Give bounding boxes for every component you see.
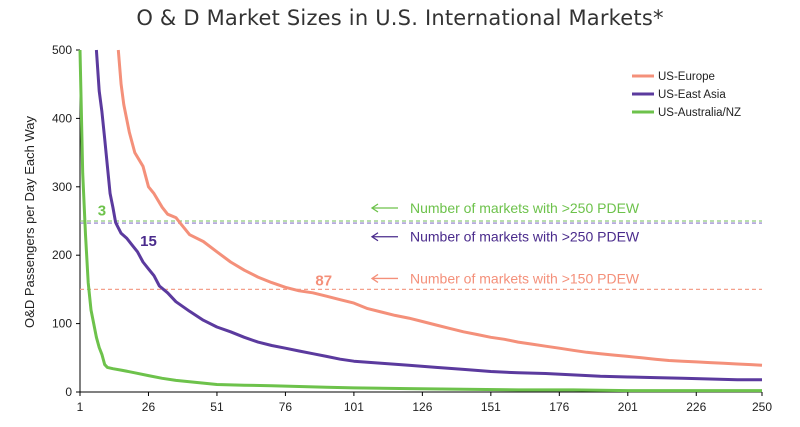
y-tick-label: 400 [52, 111, 72, 125]
y-tick-label: 500 [52, 43, 72, 57]
x-tick-label: 226 [686, 400, 706, 414]
x-tick-label: 250 [752, 400, 772, 414]
x-tick-label: 176 [549, 400, 569, 414]
annotation-text: Number of markets with >150 PDEW [410, 270, 640, 286]
x-tick-label: 51 [210, 400, 224, 414]
x-tick-label: 76 [279, 400, 293, 414]
annotation-count: 87 [315, 273, 332, 290]
annotation-text: Number of markets with >250 PDEW [410, 229, 640, 245]
annotation-arrowhead [370, 273, 379, 283]
reference-lines [80, 220, 762, 290]
annotation-count: 3 [98, 203, 106, 220]
legend: US-Europe US-East Asia US-Australia/NZ [632, 71, 741, 119]
chart-title: O & D Market Sizes in U.S. International… [136, 6, 664, 30]
x-tick-label: 26 [142, 400, 156, 414]
annotation-arrowhead [370, 203, 379, 213]
series-line-us-australia-nz [78, 49, 762, 393]
series-line-us-europe [116, 49, 763, 367]
y-tick-label: 300 [52, 180, 72, 194]
annotation-arrowhead [370, 232, 379, 242]
legend-label: US-East Asia [658, 89, 726, 101]
y-tick-label: 200 [52, 248, 72, 262]
x-tick-label: 201 [618, 400, 638, 414]
annotations: 3 Number of markets with >250 PDEW 15 Numbe… [98, 200, 640, 290]
x-tick-label: 151 [481, 400, 501, 414]
x-tick-label: 126 [412, 400, 432, 414]
annotation-count: 15 [140, 233, 157, 250]
y-axis-label: O&D Passengers per Day Each Way [22, 116, 37, 328]
y-tick-label: 100 [52, 317, 72, 331]
series-lines [78, 49, 763, 393]
legend-label: US-Europe [658, 71, 715, 83]
legend-label: US-Australia/NZ [658, 107, 741, 119]
annotation-text: Number of markets with >250 PDEW [410, 200, 640, 216]
series-line-us-east-asia [94, 49, 762, 382]
y-tick-label: 0 [65, 385, 72, 399]
x-tick-label: 1 [77, 400, 84, 414]
x-tick-label: 101 [344, 400, 364, 414]
